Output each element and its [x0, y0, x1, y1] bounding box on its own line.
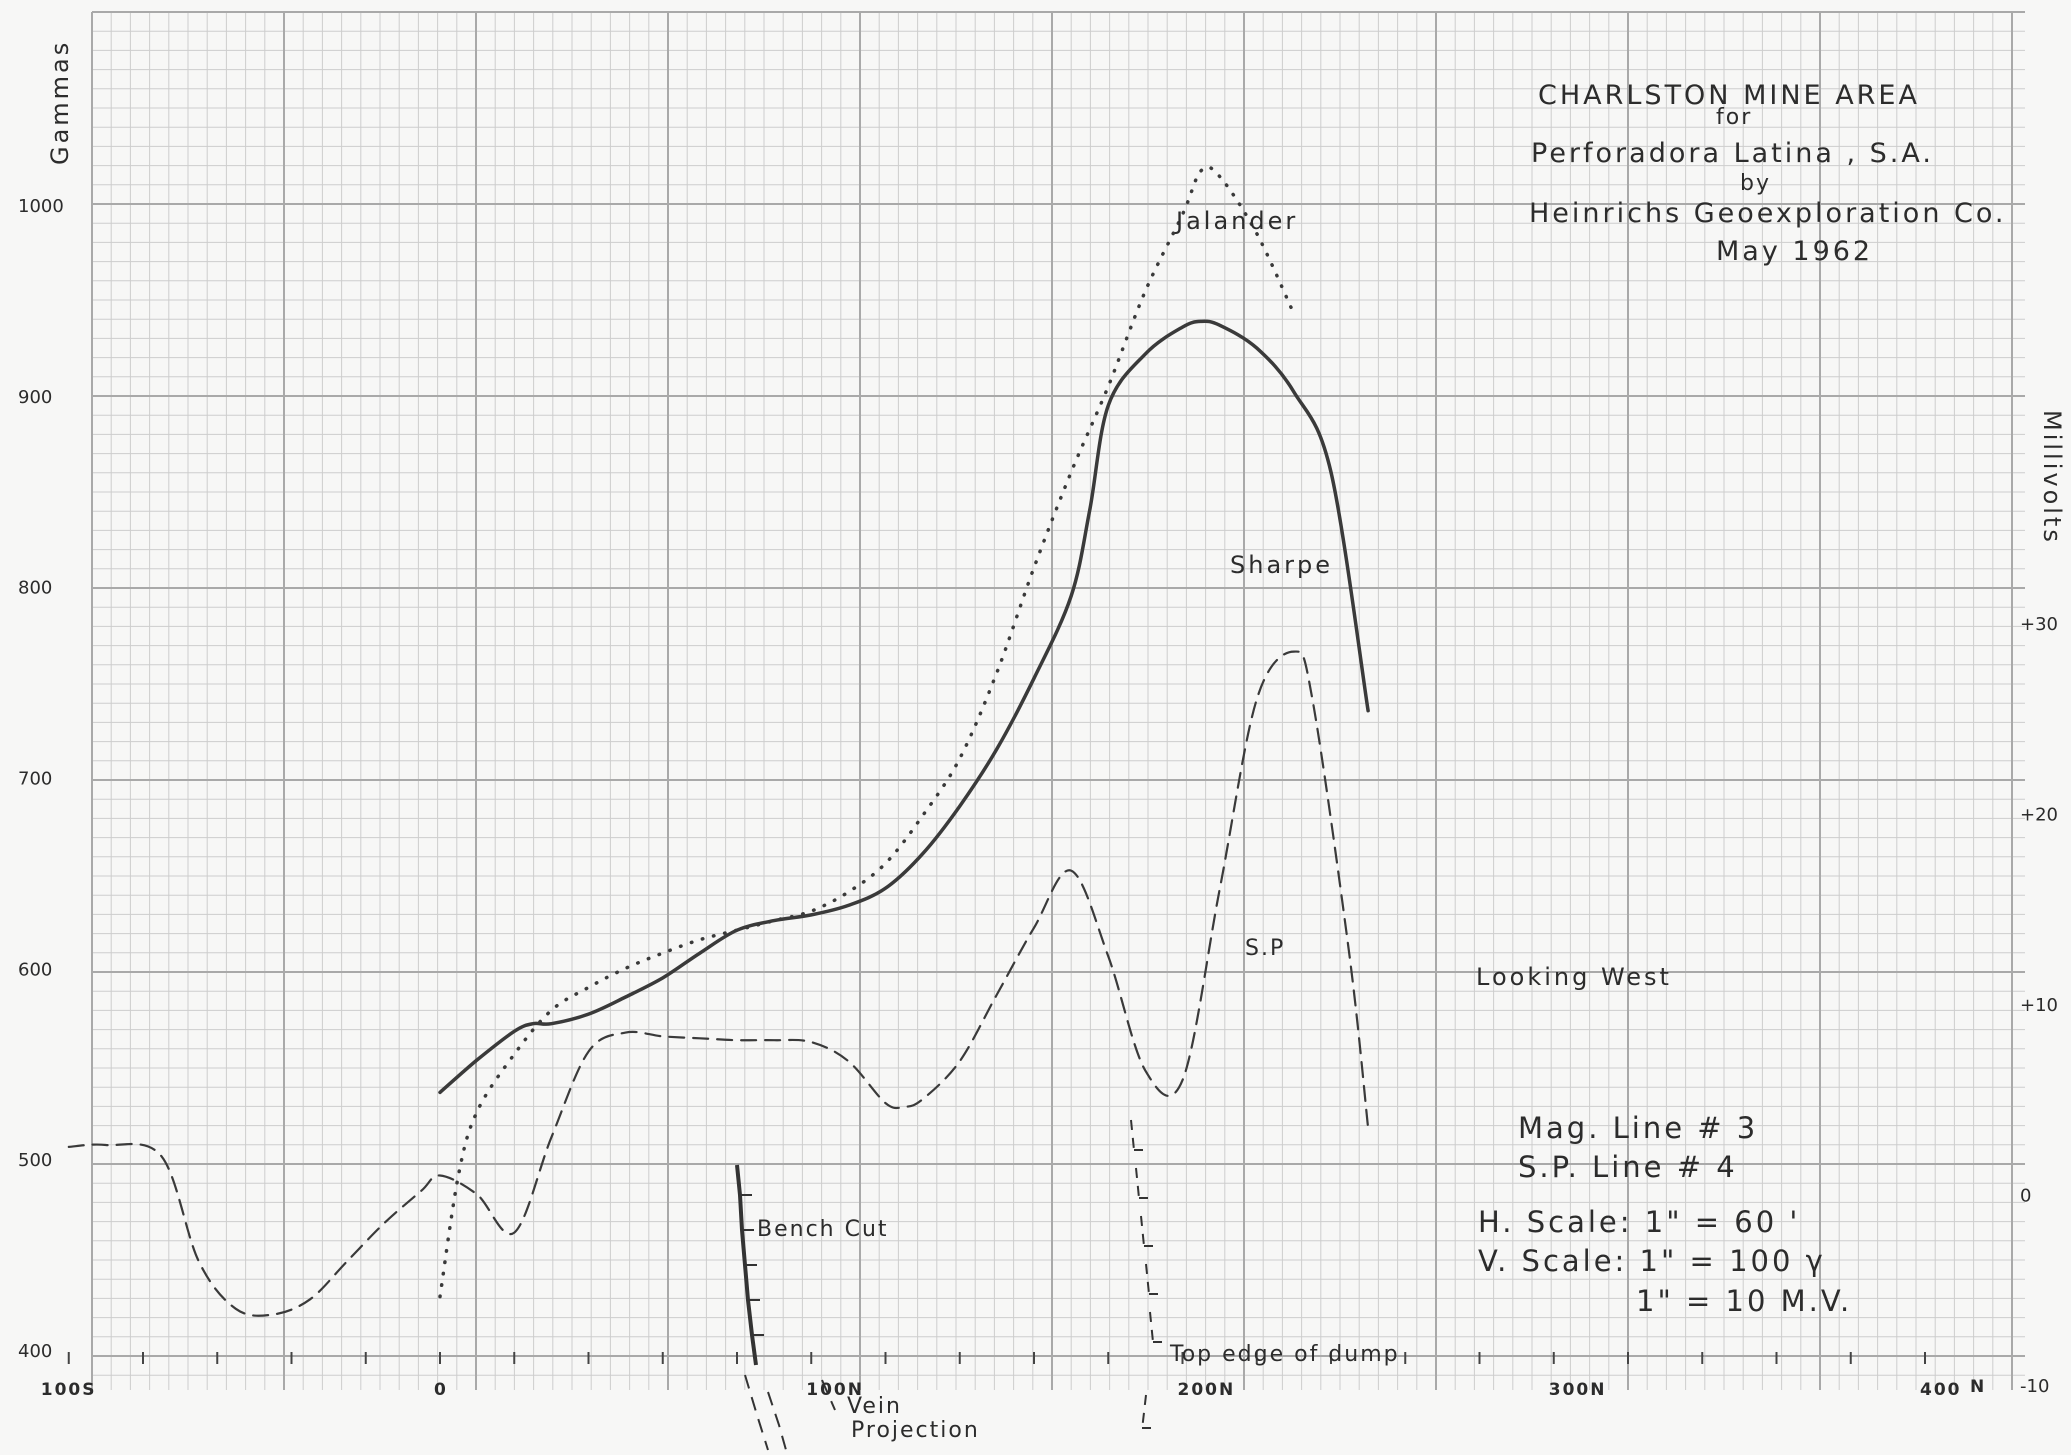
y-right-tick-label: +20 — [2020, 805, 2058, 826]
vein-projection-marker — [744, 1374, 836, 1451]
series-label-sp: S.P — [1245, 936, 1285, 961]
chart-title: CHARLSTON MINE AREA — [1538, 80, 1920, 111]
x-tick-label: 400 — [1920, 1380, 1962, 1400]
y-left-tick-label: 1000 — [18, 196, 64, 217]
y-axis-right-label: Millivolts — [2038, 410, 2066, 545]
annotation-v-scale: V. Scale: 1" = 100 γ — [1478, 1244, 1826, 1278]
top-edge-of-dump-marker — [1130, 1119, 1162, 1431]
y-right-tick-label: -10 — [2020, 1376, 2049, 1397]
annotation-looking-west: Looking West — [1476, 963, 1672, 991]
tick-labels: 100S 0 100N 200N 300N 400 N 1000 900 800 700 600 500… — [18, 196, 2058, 1400]
y-right-tick-label: 0 — [2020, 1186, 2031, 1207]
annotation-mv-scale: 1" = 10 M.V. — [1636, 1284, 1852, 1318]
y-left-tick-label: 900 — [18, 387, 52, 408]
title-line-for: for — [1716, 105, 1752, 130]
annotation-bench-cut: Bench Cut — [757, 1217, 889, 1242]
annotation-mag-line: Mag. Line # 3 — [1518, 1111, 1758, 1145]
x-tick-label: 100N — [806, 1380, 864, 1400]
series-label-sharpe: Sharpe — [1230, 551, 1333, 579]
title-line-by: by — [1740, 171, 1771, 196]
y-right-tick-label: +30 — [2020, 614, 2058, 635]
bench-cut-marker — [735, 1164, 764, 1366]
x-tick-label: 0 — [434, 1380, 448, 1400]
series-layer — [67, 165, 1370, 1317]
axis-ticks — [67, 1352, 1926, 1364]
series-line-sharpe — [438, 319, 1370, 1095]
y-left-tick-label: 800 — [18, 578, 52, 599]
grid-major-lines — [91, 11, 2025, 1390]
x-tick-label: 200N — [1178, 1380, 1236, 1400]
annotation-projection: Projection — [851, 1418, 980, 1443]
title-line-client: Perforadora Latina , S.A. — [1531, 138, 1934, 169]
y-left-tick-label: 600 — [18, 959, 52, 980]
y-left-tick-label: 400 — [18, 1341, 52, 1362]
x-tick-label: 100S — [41, 1380, 97, 1400]
series-label-jalander: Jalander — [1174, 207, 1298, 235]
annotation-h-scale: H. Scale: 1" = 60 ' — [1478, 1205, 1800, 1239]
annotation-sp-line: S.P. Line # 4 — [1518, 1150, 1738, 1184]
x-tick-label: 300N — [1549, 1380, 1607, 1400]
series-line-s-p — [67, 650, 1370, 1317]
annotation-top-edge-of-dump: Top edge of dump — [1169, 1342, 1400, 1367]
y-right-tick-label: +10 — [2020, 995, 2058, 1016]
annotation-vein: Vein — [847, 1394, 902, 1419]
title-line-company: Heinrichs Geoexploration Co. — [1529, 198, 2007, 229]
grid-minor-lines — [92, 12, 2025, 1390]
title-line-date: May 1962 — [1716, 236, 1873, 267]
y-axis-left-label: Gammas — [46, 40, 74, 165]
x-axis-suffix-label: N — [1970, 1377, 1986, 1397]
y-left-tick-label: 500 — [18, 1150, 52, 1171]
y-left-tick-label: 700 — [18, 769, 52, 790]
